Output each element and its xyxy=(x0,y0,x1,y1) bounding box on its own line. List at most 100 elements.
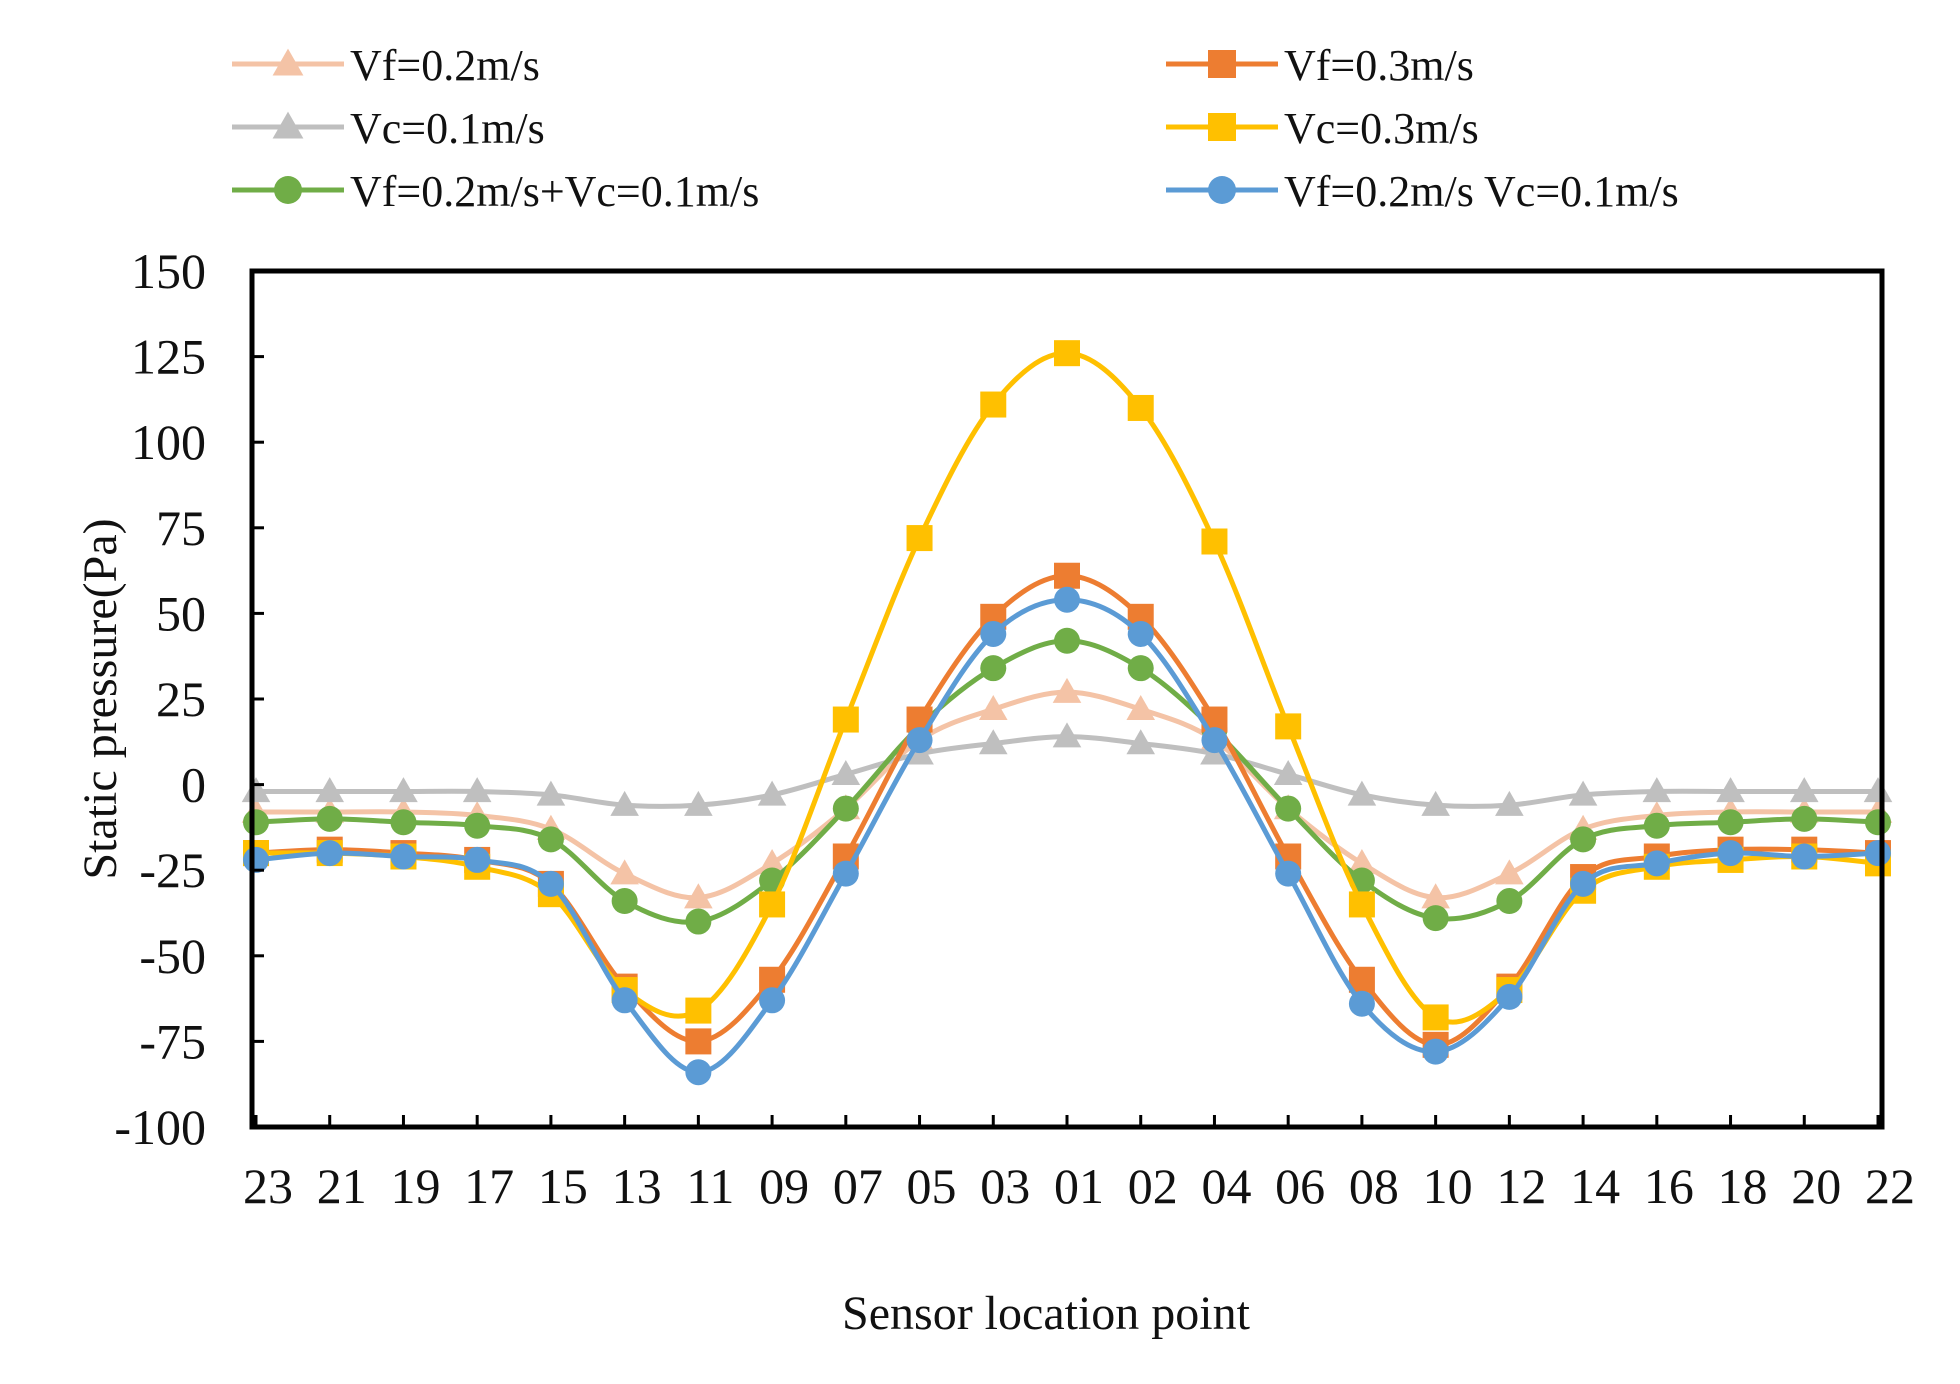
data-point xyxy=(906,727,933,754)
data-point xyxy=(1275,713,1302,740)
x-tick-label: 21 xyxy=(317,1158,367,1214)
data-point xyxy=(1127,620,1154,647)
data-point xyxy=(1643,850,1670,877)
data-point xyxy=(316,805,343,832)
data-point xyxy=(684,883,713,909)
data-point xyxy=(1348,891,1375,918)
series-3 xyxy=(243,627,1891,935)
data-point xyxy=(1347,780,1377,806)
y-tick-label: 25 xyxy=(156,671,206,727)
data-point xyxy=(832,860,859,887)
data-point xyxy=(1717,840,1744,867)
series-6 xyxy=(243,586,1891,1086)
x-tick-label: 18 xyxy=(1718,1158,1768,1214)
x-tick-label: 15 xyxy=(538,1158,588,1214)
data-point xyxy=(537,870,564,897)
data-point xyxy=(759,891,786,918)
y-tick-label: -25 xyxy=(139,842,206,898)
data-point xyxy=(241,777,271,803)
data-point xyxy=(1201,528,1228,555)
data-point xyxy=(1865,809,1891,836)
data-point xyxy=(1054,586,1080,613)
data-point xyxy=(1348,990,1375,1017)
x-tick-label: 04 xyxy=(1201,1158,1251,1214)
series-layer xyxy=(241,340,1893,1086)
data-point xyxy=(1865,840,1891,867)
legend-item: Vc=0.1m/s xyxy=(232,104,545,153)
x-tick-label: 08 xyxy=(1349,1158,1399,1214)
x-tick-label: 02 xyxy=(1128,1158,1178,1214)
legend-item: Vf=0.2m/s+Vc=0.1m/s xyxy=(232,167,759,216)
x-tick-label: 23 xyxy=(243,1158,293,1214)
data-point xyxy=(1643,812,1670,839)
data-point xyxy=(1717,809,1744,836)
data-point xyxy=(1495,790,1524,816)
data-point xyxy=(315,777,345,803)
legend: Vf=0.2m/s Vc=0.1m/s Vf=0.2m/s+Vc=0.1m/s Vf=… xyxy=(232,41,1679,216)
legend-marker xyxy=(1208,176,1236,204)
data-point xyxy=(389,777,418,803)
legend-marker xyxy=(274,176,302,204)
legend-marker xyxy=(1208,50,1236,78)
data-point xyxy=(1496,983,1523,1010)
x-tick-label: 01 xyxy=(1054,1158,1104,1214)
data-point xyxy=(1347,849,1377,875)
y-tick-label: -100 xyxy=(114,1099,206,1155)
data-point xyxy=(980,391,1007,418)
legend-label: Vc=0.3m/s xyxy=(1284,104,1479,153)
data-point xyxy=(1568,780,1598,806)
data-point xyxy=(1495,859,1524,885)
y-tick-label: 0 xyxy=(181,757,206,813)
data-point xyxy=(831,760,861,786)
legend-item: Vc=0.3m/s xyxy=(1166,104,1479,153)
data-point xyxy=(1127,655,1154,682)
legend-label: Vf=0.3m/s xyxy=(1284,41,1474,90)
y-tick-label: 125 xyxy=(131,329,206,385)
data-point xyxy=(316,840,343,867)
data-point xyxy=(462,777,492,803)
x-tick-label: 17 xyxy=(464,1158,514,1214)
data-point xyxy=(1863,777,1893,803)
data-point xyxy=(1126,729,1156,755)
x-tick-label: 16 xyxy=(1644,1158,1694,1214)
data-point xyxy=(611,987,638,1014)
series-line xyxy=(255,597,1879,1075)
x-tick-label: 07 xyxy=(833,1158,883,1214)
data-point xyxy=(1275,860,1302,887)
data-point xyxy=(1126,694,1156,720)
y-tick-label: -50 xyxy=(139,928,206,984)
data-point xyxy=(685,1059,712,1086)
data-point xyxy=(390,809,417,836)
legend-item: Vf=0.2m/s xyxy=(232,41,540,90)
data-point xyxy=(1422,1004,1449,1031)
y-axis-ticks: 150 125 100 75 50 25 0 -25 -50 -75 -100 xyxy=(114,243,264,1155)
data-point xyxy=(980,655,1007,682)
data-point xyxy=(537,826,564,853)
data-point xyxy=(1642,777,1672,803)
x-tick-label: 12 xyxy=(1496,1158,1546,1214)
data-point xyxy=(1054,562,1080,589)
x-axis-title: Sensor location point xyxy=(842,1287,1251,1340)
data-point xyxy=(1789,777,1819,803)
data-point xyxy=(464,846,491,873)
data-point xyxy=(1054,627,1080,654)
data-point xyxy=(1275,795,1302,822)
x-axis-ticks: 23 21 19 17 15 13 11 09 07 05 03 01 02 04 06 08 10 12 14 16… xyxy=(243,1115,1915,1214)
x-tick-label: 13 xyxy=(612,1158,662,1214)
x-tick-label: 19 xyxy=(390,1158,440,1214)
data-point xyxy=(685,1028,712,1055)
data-point xyxy=(390,843,417,870)
data-point xyxy=(1052,677,1082,703)
x-tick-label: 05 xyxy=(907,1158,957,1214)
legend-label: Vc=0.1m/s xyxy=(350,104,545,153)
y-tick-label: 75 xyxy=(156,500,206,556)
data-point xyxy=(684,790,713,816)
data-point xyxy=(1570,870,1597,897)
data-point xyxy=(685,997,712,1024)
x-tick-label: 09 xyxy=(759,1158,809,1214)
data-point xyxy=(610,790,639,816)
data-point xyxy=(757,780,787,806)
data-point xyxy=(832,795,859,822)
data-point xyxy=(832,706,859,733)
data-point xyxy=(611,888,638,915)
